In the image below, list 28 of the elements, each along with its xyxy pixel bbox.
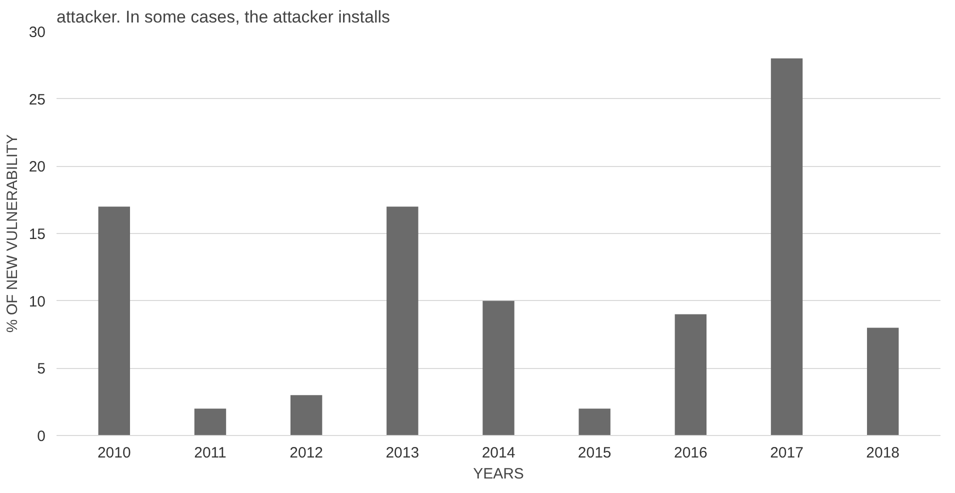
bar <box>194 408 226 436</box>
bar <box>674 314 707 436</box>
x-tick-label: 2017 <box>770 444 804 462</box>
x-tick-label: 2014 <box>482 444 516 462</box>
y-tick-label: 0 <box>37 428 46 445</box>
x-tick-label: 2015 <box>578 444 612 462</box>
y-tick-label: 5 <box>37 360 46 378</box>
bar <box>290 395 322 436</box>
x-tick-label: 2012 <box>290 444 324 462</box>
bar <box>98 206 130 436</box>
y-axis-title: % OF NEW VULNERABILITY <box>4 134 21 333</box>
bar <box>770 58 803 436</box>
y-tick-label: 30 <box>28 24 46 41</box>
x-tick-label: 2018 <box>866 444 900 462</box>
bar <box>482 300 514 436</box>
y-tick-label: 10 <box>28 293 46 310</box>
y-tick-label: 25 <box>28 91 46 108</box>
y-tick-label: 15 <box>28 226 46 243</box>
x-axis-title: YEARS <box>473 466 524 482</box>
text: attacker. In some cases, the attacker installs <box>56 8 390 26</box>
y-tick-label: 20 <box>28 158 46 176</box>
bar <box>866 328 899 436</box>
x-tick-label: 2011 <box>194 444 226 462</box>
bar <box>386 206 418 436</box>
x-tick-label: 2010 <box>97 444 131 462</box>
x-tick-label: 2016 <box>674 444 708 462</box>
x-tick-label: 2013 <box>386 444 420 462</box>
bar <box>578 408 610 436</box>
